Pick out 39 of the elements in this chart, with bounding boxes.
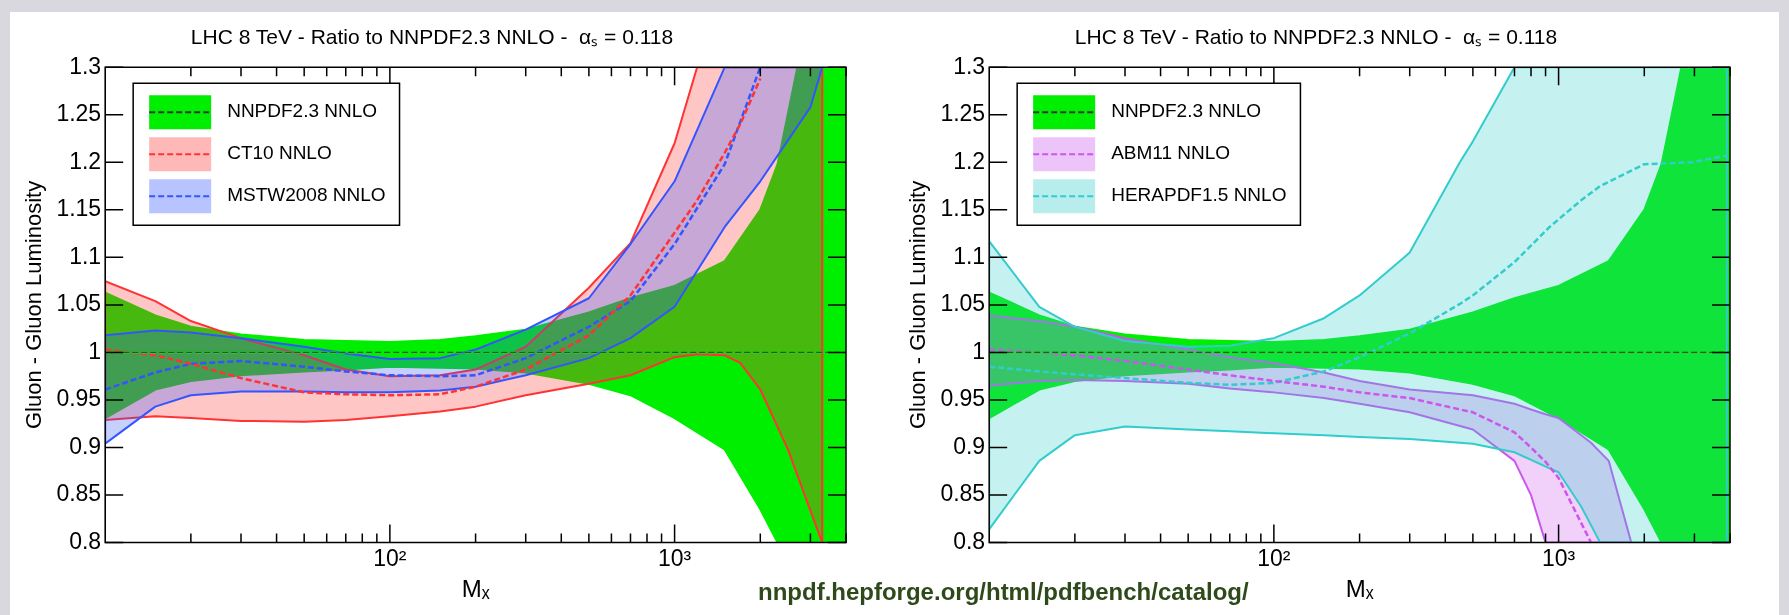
legend-label: ABM11 NNLO bbox=[1111, 142, 1231, 164]
x-tick-label: 10² bbox=[1257, 544, 1291, 571]
x-tick-label: 10³ bbox=[657, 544, 692, 571]
y-tick-label: 1.2 bbox=[69, 147, 102, 174]
y-tick-label: 1.05 bbox=[56, 290, 102, 317]
chart-title: LHC 8 TeV - Ratio to NNPDF2.3 NNLO - αₛ = 0.118 bbox=[190, 25, 674, 49]
y-tick-label: 0.95 bbox=[56, 385, 102, 412]
y-tick-label: 1.15 bbox=[940, 195, 986, 222]
legend-label: CT10 NNLO bbox=[227, 142, 332, 164]
y-tick-label: 1.15 bbox=[56, 195, 102, 222]
y-tick-label: 1.3 bbox=[69, 52, 102, 79]
y-tick-label: 1 bbox=[88, 337, 102, 364]
y-tick-label: 0.85 bbox=[940, 480, 986, 507]
y-tick-label: 1.25 bbox=[940, 100, 986, 127]
x-axis-title: Mₓ bbox=[1345, 575, 1374, 603]
y-tick-label: 1.1 bbox=[69, 242, 102, 269]
y-axis-title: Gluon - Gluon Luminosity bbox=[905, 180, 931, 430]
y-tick-label: 0.95 bbox=[940, 385, 986, 412]
y-tick-label: 1.2 bbox=[953, 147, 986, 174]
x-axis-title: Mₓ bbox=[461, 575, 490, 603]
x-tick-label: 10² bbox=[373, 544, 407, 571]
legend-label: HERAPDF1.5 NNLO bbox=[1111, 184, 1287, 206]
legend-label: MSTW2008 NNLO bbox=[227, 184, 386, 206]
y-tick-label: 0.8 bbox=[953, 527, 986, 554]
y-tick-label: 1.1 bbox=[953, 242, 986, 269]
y-tick-label: 0.8 bbox=[69, 527, 102, 554]
y-axis-title: Gluon - Gluon Luminosity bbox=[21, 180, 47, 430]
chart-title: LHC 8 TeV - Ratio to NNPDF2.3 NNLO - αₛ = 0.118 bbox=[1074, 25, 1558, 49]
y-tick-label: 1.25 bbox=[56, 100, 102, 127]
x-tick-label: 10³ bbox=[1541, 544, 1576, 571]
text: nnpdf.hepforge.org/html/pdfbench/catalog/ bbox=[758, 578, 1249, 606]
y-tick-label: 1.05 bbox=[940, 290, 986, 317]
y-tick-label: 0.9 bbox=[69, 432, 102, 459]
legend-label: NNPDF2.3 NNLO bbox=[227, 100, 378, 122]
y-tick-label: 1 bbox=[972, 337, 986, 364]
y-tick-label: 0.85 bbox=[56, 480, 102, 507]
legend-label: NNPDF2.3 NNLO bbox=[1111, 100, 1262, 122]
y-tick-label: 1.3 bbox=[953, 52, 986, 79]
y-tick-label: 0.9 bbox=[953, 432, 986, 459]
